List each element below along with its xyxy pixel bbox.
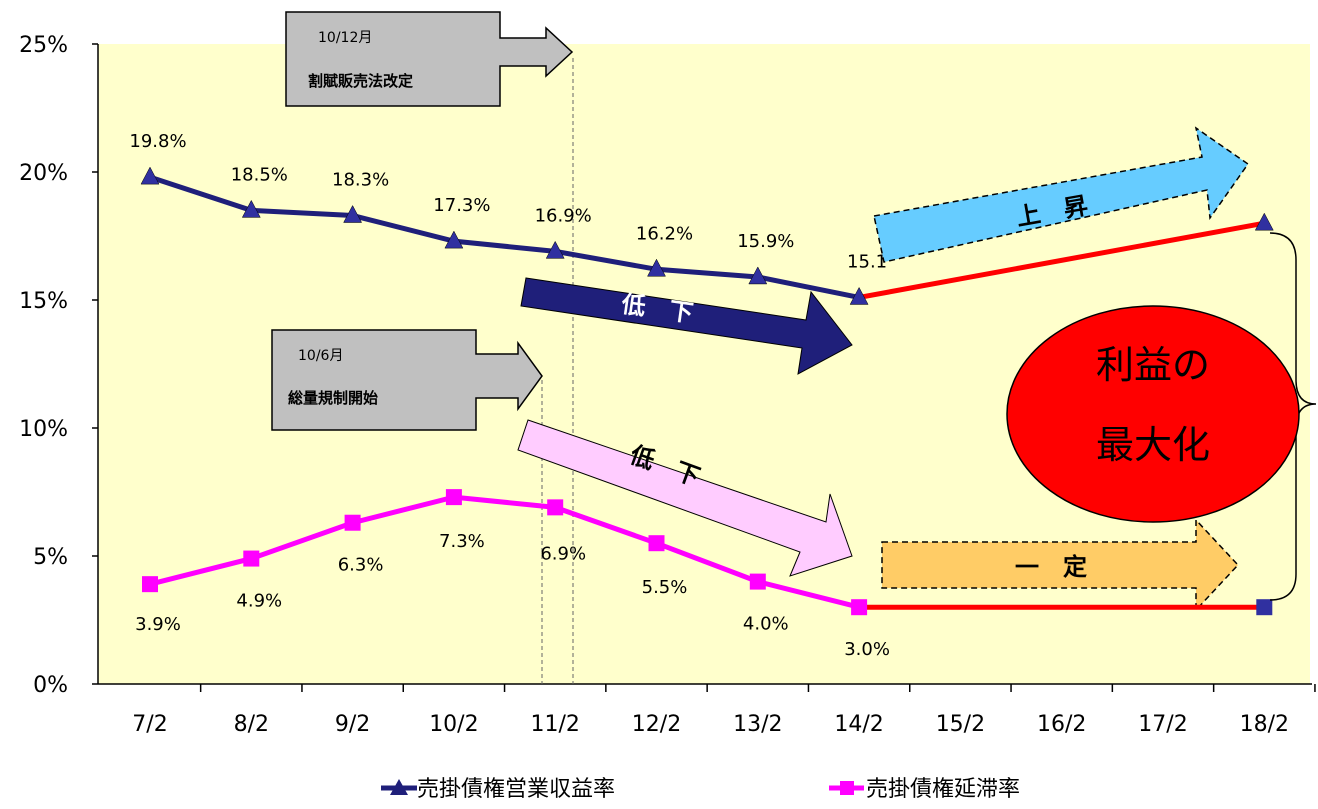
arrow-down-top-shape (520, 277, 853, 375)
legend: 売掛債権営業収益率 売掛債権延滞率 (381, 777, 1020, 802)
projection-line-1 (858, 220, 1265, 300)
data-label-1: 18.3% (332, 170, 389, 191)
point-marker-2 (344, 514, 361, 531)
point-marker-2 (445, 489, 462, 506)
point-marker-2 (1256, 599, 1273, 616)
y-tick-label: 15% (19, 289, 68, 314)
y-tick-label: 10% (19, 417, 68, 442)
point-marker-1 (444, 230, 464, 249)
point-marker-2 (547, 499, 564, 516)
point-marker-2 (243, 550, 260, 567)
legend-item-1: 売掛債権営業収益率 (381, 777, 615, 802)
callout-106-shape (271, 329, 543, 431)
series-labels: 19.8% 18.5% 18.3% 17.3% 16.9% 16.2% 15.9% 15.1 3… (129, 131, 890, 660)
data-label-1: 19.8% (129, 131, 186, 152)
x-tick-label: 11/2 (530, 712, 579, 737)
x-tick-label: 17/2 (1138, 712, 1187, 737)
data-label-2: 4.9% (236, 591, 282, 612)
y-tick-label: 0% (33, 673, 68, 698)
point-marker-1 (140, 166, 160, 185)
data-label-1: 15.9% (737, 231, 794, 252)
point-marker-1 (647, 258, 666, 277)
point-marker-1 (748, 266, 768, 285)
data-label-2: 5.5% (642, 577, 688, 598)
x-tick-label: 14/2 (834, 712, 883, 737)
y-tick-label: 5% (33, 545, 68, 570)
y-ticks: 0% 5% 10% 15% 20% 25% (19, 33, 98, 698)
x-tick-label: 18/2 (1240, 712, 1289, 737)
data-label-2: 3.0% (844, 639, 890, 660)
arrow-down-bottom-shape (517, 419, 853, 577)
profit-circle-shape (1006, 305, 1300, 523)
legend-marker-1 (390, 779, 408, 795)
profit-circle-line2: 最大化 (1096, 423, 1210, 467)
callout-106-date: 10/6月 (298, 348, 343, 364)
point-marker-2 (648, 535, 665, 552)
series-line-2 (149, 494, 860, 610)
arrow-up-shape (873, 126, 1250, 263)
series-lines (149, 174, 1265, 610)
point-marker-2 (749, 573, 766, 590)
data-label-2: 7.3% (439, 531, 485, 552)
series-line-1 (149, 174, 860, 300)
callout-1012: 10/12月 割賦販売法改定 (285, 11, 574, 107)
x-tick-label: 13/2 (733, 712, 782, 737)
callout-106: 10/6月 総量規制開始 (271, 329, 543, 431)
profit-circle: 利益の 最大化 (1006, 305, 1300, 523)
data-label-2: 4.0% (743, 614, 789, 635)
x-tick-label: 7/2 (132, 712, 167, 737)
data-label-1: 15.1 (847, 251, 887, 272)
legend-label-1: 売掛債権営業収益率 (417, 777, 615, 802)
legend-item-2: 売掛債権延滞率 (829, 777, 1020, 802)
legend-label-2: 売掛債権延滞率 (866, 777, 1020, 802)
brace (1269, 232, 1317, 601)
data-label-1: 18.5% (231, 164, 288, 185)
x-tick-label: 10/2 (429, 712, 478, 737)
x-tick-label: 8/2 (234, 712, 269, 737)
point-marker-1 (343, 204, 363, 223)
y-tick-label: 25% (19, 33, 68, 58)
callout-1012-shape (285, 11, 574, 107)
legend-marker-2 (840, 781, 854, 795)
data-label-2: 3.9% (135, 614, 181, 635)
point-marker-1 (849, 286, 869, 305)
x-tick-label: 9/2 (335, 712, 370, 737)
callout-1012-text: 割賦販売法改定 (308, 72, 413, 90)
arrow-up: 上 昇 (873, 126, 1250, 263)
data-label-1: 16.2% (636, 223, 693, 244)
point-marker-2 (142, 576, 158, 593)
data-label-1: 17.3% (433, 195, 490, 216)
data-label-2: 6.9% (540, 543, 586, 564)
point-marker-2 (851, 599, 868, 616)
x-ticks: 7/2 8/2 9/2 10/2 11/2 12/2 13/2 14/2 15/2 16/2 17/… (132, 684, 1316, 737)
x-tick-label: 12/2 (632, 712, 681, 737)
arrow-flat-shape (881, 518, 1240, 612)
x-tick-label: 16/2 (1037, 712, 1086, 737)
arrow-flat: 一 定 (881, 518, 1240, 612)
point-marker-1 (241, 199, 261, 218)
point-marker-1 (1254, 212, 1274, 231)
callout-1012-date: 10/12月 (318, 30, 372, 46)
data-label-2: 6.3% (338, 555, 384, 576)
point-marker-1 (545, 240, 565, 259)
y-tick-label: 20% (19, 161, 68, 186)
data-label-1: 16.9% (535, 205, 592, 226)
x-tick-label: 15/2 (936, 712, 985, 737)
callout-106-text: 総量規制開始 (288, 389, 378, 407)
arrow-flat-label: 一 定 (1015, 553, 1087, 581)
profit-circle-line1: 利益の (1096, 343, 1210, 387)
series-markers (140, 166, 1274, 616)
